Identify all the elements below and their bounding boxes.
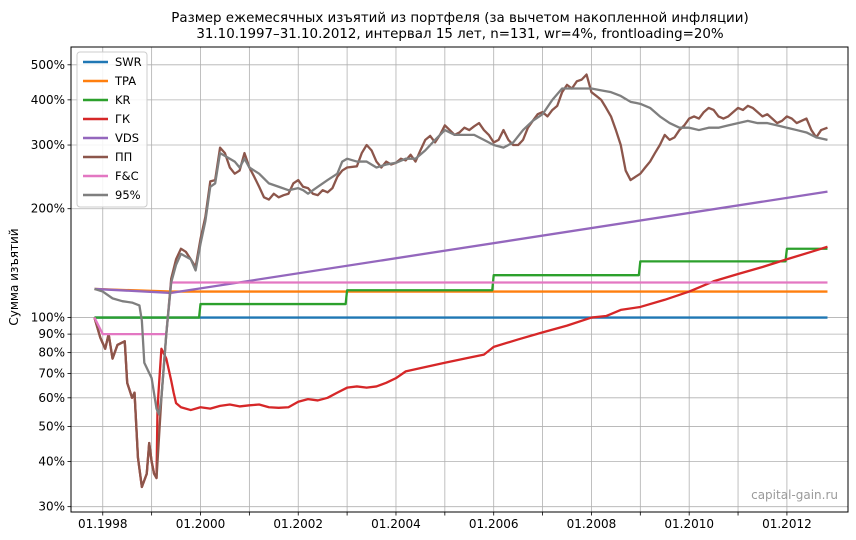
y-tick-label: 400% <box>31 93 65 107</box>
legend-label: ПП <box>115 150 132 164</box>
x-tick-label: 01.2012 <box>762 517 812 531</box>
x-axis: 01.1998 01.2000 01.2002 01.2004 01.2006 01.20… <box>78 512 812 531</box>
y-axis-label: Сумма изъятий <box>7 228 21 325</box>
x-tick-label: 01.1998 <box>78 517 128 531</box>
x-tick-label: 01.2008 <box>567 517 617 531</box>
x-tick-label: 01.2010 <box>664 517 714 531</box>
legend-label: KR <box>115 93 131 107</box>
x-tick-label: 01.2000 <box>176 517 226 531</box>
legend-label: VDS <box>115 131 139 145</box>
legend: SWR TPA KR ГК VDS ПП F&C 95% <box>76 51 148 208</box>
legend-label: 95% <box>115 188 141 202</box>
chart-subtitle: 31.10.1997–31.10.2012, интервал 15 лет, … <box>196 27 723 42</box>
y-tick-label: 30% <box>38 500 65 514</box>
legend-label: F&C <box>115 169 139 183</box>
y-tick-label: 40% <box>38 454 65 468</box>
x-tick-label: 01.2004 <box>371 517 421 531</box>
y-tick-label: 90% <box>38 327 65 341</box>
x-tick-label: 01.2006 <box>469 517 519 531</box>
legend-box <box>76 51 148 208</box>
legend-label: TPA <box>114 74 136 88</box>
y-tick-label: 300% <box>31 138 65 152</box>
y-tick-label: 200% <box>31 202 65 216</box>
y-axis: 30% 40% 50% 60% 70% 80% 90% 100% 200% 300% 400% 500… <box>31 58 71 514</box>
y-tick-label: 80% <box>38 346 65 360</box>
x-tick-label: 01.2002 <box>273 517 323 531</box>
y-tick-label: 100% <box>31 311 65 325</box>
legend-label: ГК <box>115 112 130 126</box>
series-line-95 <box>94 87 828 416</box>
plot-frame <box>70 46 849 513</box>
y-tick-label: 60% <box>38 391 65 405</box>
chart-title: Размер ежемесячных изъятий из портфеля (… <box>171 11 748 26</box>
series-lines <box>93 73 828 489</box>
y-tick-label: 70% <box>38 367 65 381</box>
y-tick-label: 500% <box>31 58 65 72</box>
y-tick-label: 50% <box>38 419 65 433</box>
legend-label: SWR <box>115 55 142 69</box>
watermark: capital-gain.ru <box>751 488 838 502</box>
